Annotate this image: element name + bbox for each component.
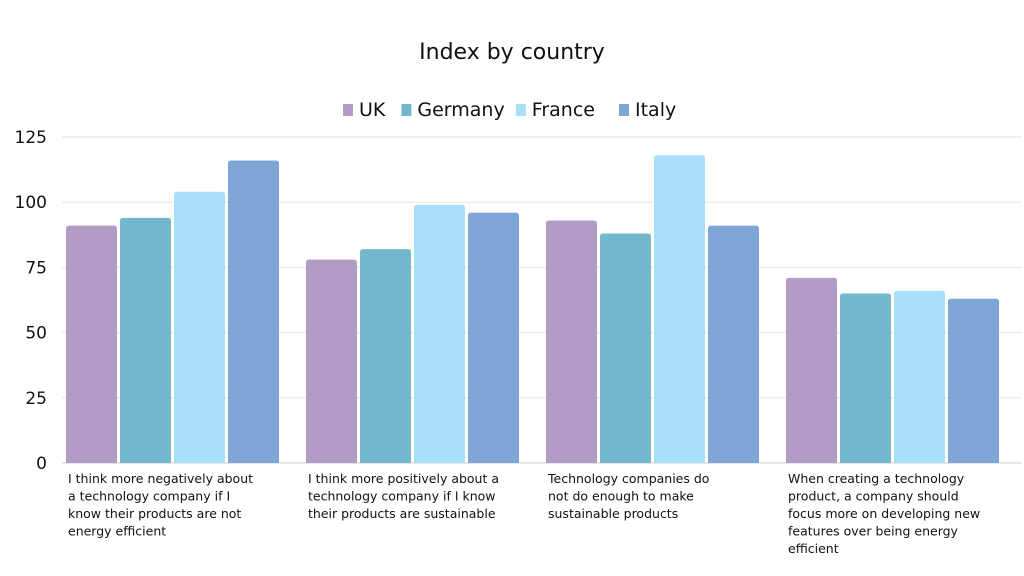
x-category-label: I think more negatively about a technolog…: [68, 471, 253, 539]
y-tick-label: 75: [25, 258, 47, 278]
bar-uk: [306, 259, 357, 463]
bar-italy: [708, 225, 759, 463]
legend-label: UK: [359, 99, 386, 121]
chart-title: Index by country: [419, 40, 605, 65]
bar-germany: [600, 233, 651, 463]
bar-uk: [546, 220, 597, 463]
legend-swatch: [619, 104, 629, 116]
legend-label: France: [532, 99, 595, 121]
legend-item-uk: UK: [343, 99, 386, 121]
legend: UK Germany France Italy: [343, 99, 676, 121]
x-axis: I think more negatively about a technolog…: [68, 471, 980, 556]
bar-france: [894, 290, 945, 463]
bar-uk: [66, 225, 117, 463]
bar-germany: [360, 249, 411, 463]
bars: [66, 155, 999, 464]
bar-france: [174, 191, 225, 463]
bar-france: [654, 155, 705, 464]
bar-uk: [786, 277, 837, 463]
bar-italy: [948, 298, 999, 463]
legend-swatch: [343, 104, 353, 116]
y-axis: 0 25 50 75 100 125: [15, 128, 47, 474]
legend-item-italy: Italy: [619, 99, 676, 121]
bar-italy: [468, 212, 519, 463]
legend-swatch: [515, 104, 526, 116]
bar-france: [414, 204, 465, 464]
y-tick-label: 100: [15, 193, 47, 213]
y-tick-label: 50: [25, 324, 47, 344]
y-tick-label: 25: [25, 389, 47, 409]
y-tick-label: 0: [36, 454, 47, 474]
legend-item-germany: Germany: [401, 99, 505, 121]
bar-germany: [840, 293, 891, 463]
legend-swatch: [401, 104, 412, 116]
bar-italy: [228, 160, 279, 464]
x-category-label: When creating a technology product, a com…: [788, 471, 980, 556]
legend-label: Italy: [635, 99, 676, 121]
y-tick-label: 125: [15, 128, 47, 148]
legend-item-france: France: [515, 99, 595, 121]
x-category-label: I think more positively about a technolog…: [308, 471, 499, 521]
legend-label: Germany: [417, 99, 504, 121]
bar-germany: [120, 217, 171, 463]
x-category-label: Technology companies do not do enough to …: [547, 471, 709, 521]
